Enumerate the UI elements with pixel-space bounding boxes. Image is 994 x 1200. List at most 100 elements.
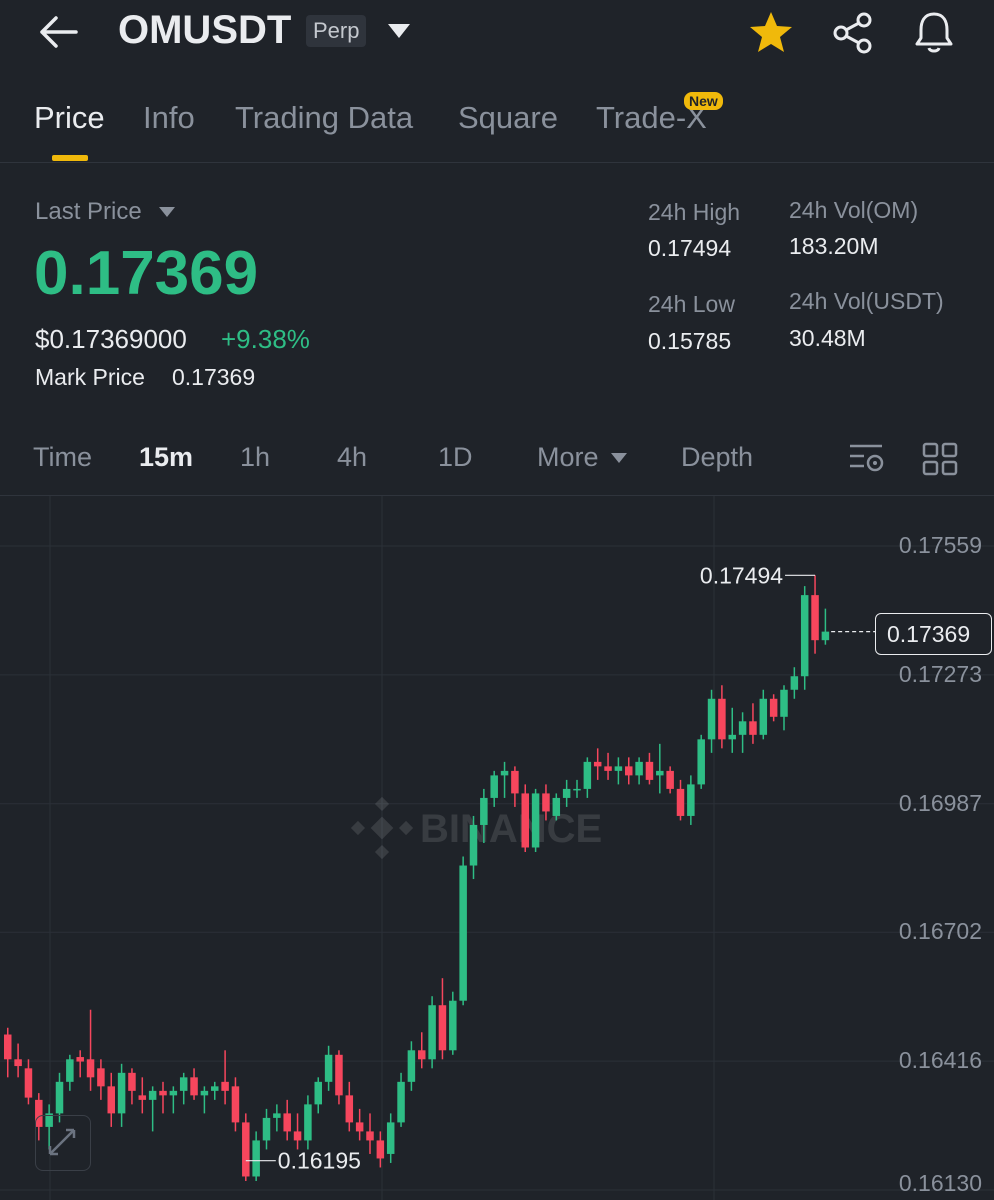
- tf-15m[interactable]: 15m: [139, 442, 194, 472]
- candle-body: [407, 1050, 416, 1082]
- watermark-text: BINANCE: [420, 807, 602, 851]
- candle-body: [76, 1057, 84, 1062]
- current-price-box: [875, 613, 992, 655]
- tf-more[interactable]: More: [537, 442, 599, 472]
- bell-icon[interactable]: [912, 10, 956, 54]
- candle-body: [355, 1122, 364, 1132]
- caret-down-icon[interactable]: [158, 206, 176, 218]
- candle-body: [397, 1081, 405, 1123]
- active-tab-indicator: [52, 155, 88, 161]
- tab-info[interactable]: Info: [143, 100, 195, 135]
- tab-square[interactable]: Square: [458, 100, 558, 135]
- tab-trading-data[interactable]: Trading Data: [235, 100, 414, 135]
- tf-4h[interactable]: 4h: [337, 442, 368, 472]
- back-arrow-icon[interactable]: [38, 14, 78, 50]
- last-price-label[interactable]: Last Price: [35, 198, 142, 225]
- tf-depth[interactable]: Depth: [681, 442, 754, 472]
- tf-1h[interactable]: 1h: [240, 442, 271, 472]
- candle-body: [211, 1086, 219, 1091]
- candle-body: [614, 766, 623, 771]
- candle-body: [707, 698, 716, 740]
- candle-body: [718, 698, 726, 740]
- star-icon[interactable]: [748, 10, 794, 54]
- new-badge: New: [684, 92, 723, 110]
- candlestick-chart[interactable]: BINANCE 0.17494 0.16195: [0, 496, 994, 1200]
- candle-body: [749, 721, 757, 735]
- candle-body: [386, 1122, 395, 1154]
- candle-body: [4, 1034, 12, 1060]
- candle-body: [769, 698, 778, 717]
- candle-body: [552, 797, 561, 816]
- candle-body: [531, 793, 540, 848]
- candle-body: [490, 775, 498, 798]
- symbol-title[interactable]: OMUSDT: [118, 8, 292, 52]
- candle-body: [469, 824, 478, 866]
- contract-type-badge: Perp: [306, 15, 367, 47]
- mark-price-value: 0.17369: [172, 364, 256, 390]
- mark-price-label: Mark Price: [35, 364, 145, 390]
- candle-body: [687, 784, 695, 816]
- more-caret-icon[interactable]: [610, 452, 628, 464]
- candle-body: [790, 676, 799, 690]
- vol-om-value: 183.20M: [789, 233, 879, 259]
- candle-body: [738, 721, 747, 735]
- y-axis-tick-label: 0.16702: [898, 918, 982, 945]
- vol-usdt-value: 30.48M: [789, 325, 866, 351]
- candle-body: [24, 1068, 33, 1098]
- vol-usdt-label: 24h Vol(USDT): [789, 288, 944, 314]
- candle-body: [345, 1095, 354, 1123]
- share-icon[interactable]: [832, 12, 874, 54]
- candle-body: [635, 761, 643, 776]
- candle-body: [438, 1005, 447, 1051]
- candle-body: [293, 1131, 302, 1141]
- candle-body: [583, 761, 592, 789]
- candle-body: [283, 1113, 291, 1132]
- candle-body: [625, 766, 633, 776]
- candle-body: [107, 1086, 115, 1114]
- indicator-settings-icon[interactable]: [848, 442, 886, 476]
- candle-body: [66, 1059, 74, 1082]
- tab-price[interactable]: Price: [34, 100, 105, 135]
- candle-body: [418, 1050, 426, 1060]
- candle-body: [500, 770, 509, 776]
- candle-body: [604, 766, 612, 771]
- candle-body: [376, 1140, 385, 1159]
- candle-body: [811, 595, 819, 641]
- low-value: 0.15785: [648, 328, 732, 354]
- candle-body: [697, 739, 705, 785]
- y-axis-tick-label: 0.16416: [898, 1047, 982, 1074]
- candle-body: [759, 698, 768, 735]
- price-change: +9.38%: [221, 324, 310, 354]
- candle-body: [573, 788, 581, 791]
- tf-time[interactable]: Time: [33, 442, 92, 472]
- current-price-label: 0.17369: [887, 621, 971, 647]
- candle-body: [179, 1077, 188, 1091]
- candle-body: [314, 1081, 322, 1105]
- candle-body: [562, 788, 571, 798]
- candle-body: [45, 1113, 53, 1127]
- low-marker-label: 0.16195: [278, 1148, 361, 1174]
- tf-1d[interactable]: 1D: [438, 442, 473, 472]
- candle-body: [86, 1059, 95, 1078]
- y-axis-tick-label: 0.16987: [898, 789, 982, 816]
- candle-body: [148, 1090, 157, 1100]
- candle-body: [97, 1068, 105, 1087]
- candle-body: [645, 761, 654, 780]
- expand-icon[interactable]: [46, 1126, 78, 1158]
- high-value: 0.17494: [648, 235, 732, 261]
- grid-layout-icon[interactable]: [922, 442, 958, 476]
- candle-body: [449, 1000, 457, 1051]
- candle-body: [324, 1054, 333, 1082]
- candle-body: [200, 1090, 209, 1096]
- candle-body: [169, 1090, 178, 1096]
- low-label: 24h Low: [648, 291, 735, 317]
- candle-body: [335, 1054, 343, 1096]
- candle-body: [542, 793, 550, 812]
- candle-body: [800, 595, 809, 677]
- candle-body: [273, 1113, 281, 1118]
- candle-body: [666, 770, 674, 789]
- candle-body: [656, 770, 664, 776]
- candle-body: [55, 1081, 64, 1114]
- chevron-down-icon[interactable]: [386, 22, 412, 40]
- expand-chart-button[interactable]: [35, 1115, 91, 1171]
